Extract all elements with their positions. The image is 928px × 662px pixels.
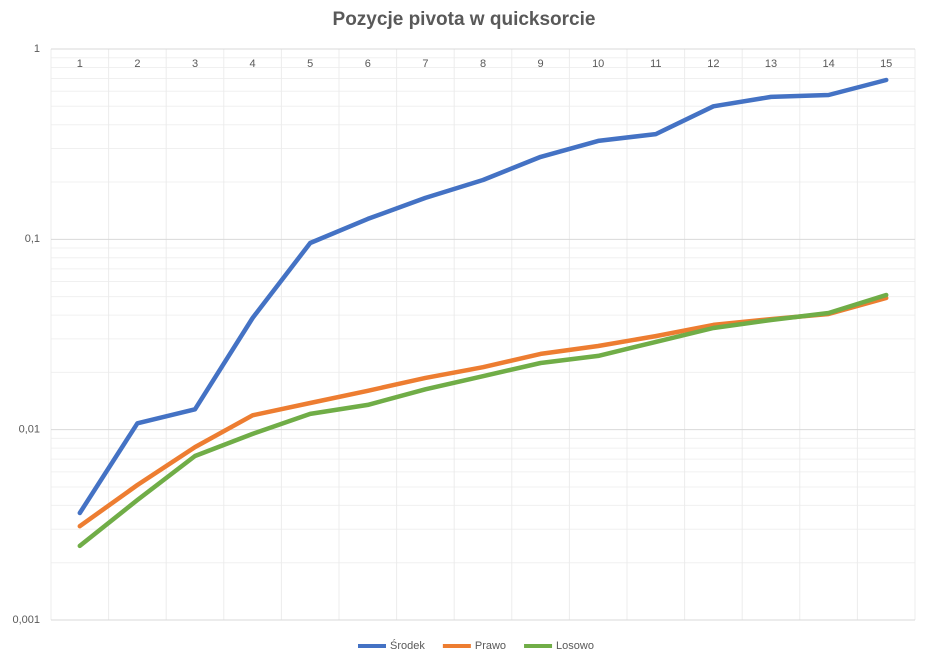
x-tick-label: 13 — [765, 58, 777, 70]
series-line — [77, 292, 889, 549]
legend-label: Prawo — [475, 640, 506, 652]
x-tick-label: 11 — [650, 58, 661, 70]
y-tick-label: 1 — [34, 43, 40, 55]
x-tick-label: 10 — [592, 58, 604, 70]
x-tick-label: 7 — [422, 58, 428, 70]
x-tick-label: 8 — [480, 58, 486, 70]
legend-label: Losowo — [556, 640, 594, 652]
x-tick-label: 3 — [192, 58, 198, 70]
x-tick-label: 2 — [134, 58, 140, 70]
x-tick-label: 1 — [77, 58, 83, 70]
x-tick-label: 9 — [538, 58, 544, 70]
y-tick-label: 0,1 — [25, 233, 40, 245]
x-tick-label: 12 — [707, 58, 719, 70]
x-tick-label: 15 — [880, 58, 892, 70]
x-tick-label: 5 — [307, 58, 313, 70]
series-line — [77, 295, 889, 529]
y-tick-label: 0,01 — [19, 424, 40, 436]
x-tick-label: 4 — [250, 58, 256, 70]
chart-title: Pozycje pivota w quicksorcie — [333, 9, 596, 30]
x-tick-label: 14 — [822, 58, 834, 70]
x-tick-label: 6 — [365, 58, 371, 70]
y-tick-label: 0,001 — [12, 614, 40, 626]
series-line — [77, 77, 889, 516]
legend-label: Środek — [390, 639, 425, 652]
